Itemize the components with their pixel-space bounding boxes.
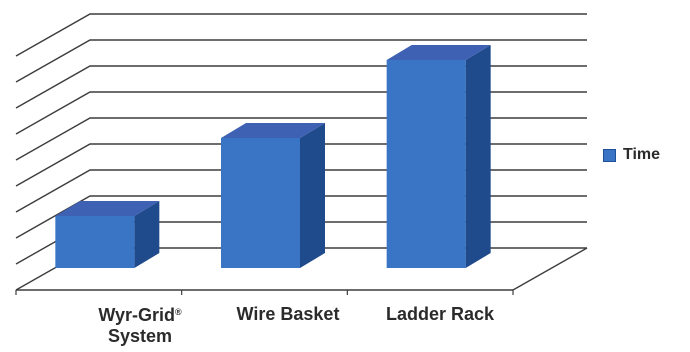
bar xyxy=(387,45,491,268)
gridline xyxy=(16,40,587,82)
gridline xyxy=(16,14,587,56)
x-tick-label-wire-basket: Wire Basket xyxy=(218,304,358,325)
gridline xyxy=(16,66,587,108)
floor-right-edge xyxy=(513,248,587,290)
x-tick-label-wyr-grid-system: Wyr-Grid® System xyxy=(80,302,200,347)
legend: Time xyxy=(603,146,660,164)
bar xyxy=(55,201,159,268)
bar xyxy=(221,123,325,268)
bars xyxy=(55,45,490,268)
x-tick-label-ladder-rack: Ladder Rack xyxy=(365,304,515,325)
legend-swatch xyxy=(603,149,616,162)
legend-label-time: Time xyxy=(623,146,660,164)
